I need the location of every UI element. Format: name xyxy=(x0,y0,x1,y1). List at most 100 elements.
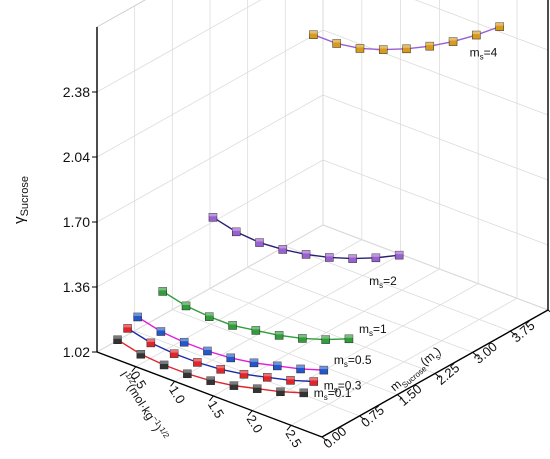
data-point-highlight xyxy=(182,301,191,305)
z-tick xyxy=(359,415,365,421)
data-point-highlight xyxy=(136,350,145,354)
data-point-highlight xyxy=(296,364,305,368)
data-point-highlight xyxy=(253,384,262,388)
z-tick xyxy=(510,330,516,336)
data-point-highlight xyxy=(193,358,202,362)
data-point-highlight xyxy=(180,338,189,342)
x-tick-label: 2.5 xyxy=(282,427,304,450)
data-point-highlight xyxy=(208,213,217,217)
data-point-highlight xyxy=(123,324,132,328)
data-point-highlight xyxy=(325,253,334,257)
y-tick-label: 2.38 xyxy=(63,84,90,100)
data-point-highlight xyxy=(275,331,284,335)
data-point-highlight xyxy=(232,227,241,231)
data-point xyxy=(231,227,241,237)
x-tick xyxy=(286,424,292,431)
data-point-highlight xyxy=(156,327,165,331)
z-tick-label: 4.50 xyxy=(546,297,550,325)
series-label: ms=2 xyxy=(369,274,397,290)
data-point xyxy=(355,44,365,53)
data-point-highlight xyxy=(160,360,169,364)
data-point-highlight xyxy=(239,370,248,374)
y-axis-label: γSucrose xyxy=(11,176,31,224)
data-point-highlight xyxy=(216,365,225,369)
data-point-highlight xyxy=(309,30,318,34)
data-point-highlight xyxy=(286,376,295,380)
data-point-highlight xyxy=(228,321,237,325)
data-point-highlight xyxy=(278,245,287,249)
data-point xyxy=(262,373,272,382)
data-point xyxy=(448,37,458,46)
data-point xyxy=(169,349,179,358)
data-point xyxy=(205,312,214,321)
data-point-highlight xyxy=(255,238,264,242)
data-point xyxy=(298,334,307,343)
data-point xyxy=(274,331,284,340)
z-tick xyxy=(547,309,550,313)
data-point-highlight xyxy=(226,353,235,357)
data-point xyxy=(183,369,192,379)
series-ms-0.5: ms=0.5 xyxy=(133,312,372,375)
z-gridline-floor xyxy=(247,266,473,353)
series-ms-1: ms=1 xyxy=(158,287,387,344)
data-point xyxy=(332,39,341,48)
data-point xyxy=(226,353,235,363)
data-point xyxy=(325,253,334,262)
data-point-highlight xyxy=(319,366,328,370)
y-gridline-back xyxy=(322,159,549,246)
z-tick xyxy=(472,351,478,357)
data-point xyxy=(276,387,285,396)
data-point xyxy=(321,335,330,344)
z-gridline-floor xyxy=(172,309,398,396)
y-tick-label: 1.02 xyxy=(63,344,90,360)
data-point xyxy=(179,337,189,347)
series-label: ms=0.3 xyxy=(324,379,362,395)
data-point xyxy=(378,45,388,54)
series-label: ms=0.5 xyxy=(334,353,372,369)
x-tick-label: 1.0 xyxy=(166,383,188,406)
chart-grid xyxy=(96,0,549,438)
y-gridline-back xyxy=(322,29,549,116)
data-point xyxy=(249,358,259,368)
data-point xyxy=(299,388,308,398)
data-point-highlight xyxy=(206,376,215,380)
data-point xyxy=(371,253,381,263)
data-point xyxy=(296,364,305,374)
data-point xyxy=(133,312,142,322)
data-point-highlight xyxy=(321,335,330,339)
data-point-highlight xyxy=(263,373,272,377)
series-ms-0.3: ms=0.3 xyxy=(123,324,362,395)
chart-series: ms=4 ms=2 ms=1 ms=0.5 ms=0.3ms=0.1 xyxy=(113,22,504,402)
data-point-highlight xyxy=(302,250,311,254)
series-label: ms=0.1 xyxy=(314,386,352,402)
x-tick xyxy=(208,395,214,402)
data-point xyxy=(228,321,237,330)
data-point xyxy=(319,365,329,375)
z-tick xyxy=(321,436,328,442)
z-gridline-floor xyxy=(209,288,436,374)
data-point xyxy=(278,245,288,254)
data-point-highlight xyxy=(113,335,122,339)
x-tick xyxy=(131,366,137,372)
data-point xyxy=(123,324,132,333)
y-gridline-back xyxy=(322,94,549,181)
z-gridline-floor xyxy=(285,245,511,332)
data-point-highlight xyxy=(251,326,260,330)
data-point xyxy=(206,376,215,385)
y-gridline-back xyxy=(414,0,549,51)
y-tick-label: 2.04 xyxy=(63,149,90,165)
data-point-highlight xyxy=(250,358,259,362)
data-point xyxy=(136,350,146,359)
data-point xyxy=(146,338,156,348)
data-point-highlight xyxy=(205,312,214,316)
data-point xyxy=(159,360,169,370)
data-point-highlight xyxy=(379,45,388,49)
data-point-highlight xyxy=(449,37,458,41)
x-tick xyxy=(247,410,253,416)
data-point-highlight xyxy=(146,338,155,342)
data-point xyxy=(252,384,262,393)
data-point xyxy=(402,44,411,54)
data-point xyxy=(301,250,311,259)
y-tick-label: 1.70 xyxy=(63,214,90,230)
